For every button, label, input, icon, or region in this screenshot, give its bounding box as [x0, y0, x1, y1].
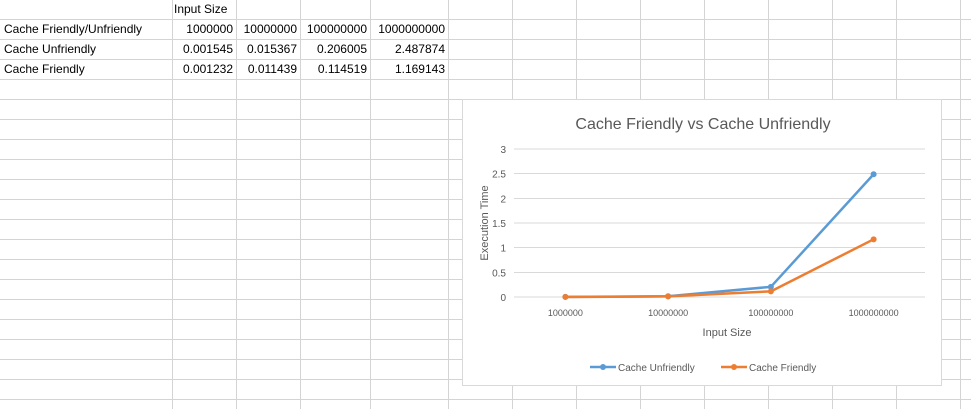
- y-tick-label: 1.5: [492, 219, 506, 230]
- row-label-header[interactable]: Cache Friendly/Unfriendly: [4, 22, 143, 36]
- x-tick-label: 10000000: [648, 308, 688, 318]
- y-tick-label: 2.5: [492, 170, 506, 181]
- row-label-unfriendly[interactable]: Cache Unfriendly: [4, 42, 97, 56]
- legend-label: Cache Friendly: [749, 363, 816, 374]
- data-point: [870, 236, 877, 243]
- data-point: [665, 293, 672, 300]
- friendly-time-cell[interactable]: 0.011439: [247, 62, 297, 76]
- unfriendly-time-cell[interactable]: 0.206005: [316, 42, 367, 56]
- input-size-header[interactable]: Input Size: [174, 2, 228, 16]
- chart-legend: Cache Unfriendly Cache Friendly: [590, 363, 816, 374]
- y-tick-label: 3: [500, 145, 506, 156]
- series-line: [565, 238, 875, 299]
- chart-series: [562, 171, 877, 300]
- series-line: [565, 173, 875, 299]
- x-axis-label: Input Size: [703, 327, 752, 339]
- friendly-time-cell[interactable]: 0.114519: [317, 62, 367, 76]
- input-size-cell[interactable]: 1000000000: [378, 22, 445, 36]
- friendly-time-cell[interactable]: 1.169143: [394, 62, 445, 76]
- x-tick-label: 100000000: [748, 308, 793, 318]
- line-chart[interactable]: Cache Friendly vs Cache Unfriendly 0 0.5 1…: [462, 99, 942, 386]
- x-axis-ticks: 1000000 10000000 100000000 1000000000: [548, 308, 899, 318]
- data-point: [562, 293, 569, 300]
- y-tick-label: 1: [500, 244, 506, 255]
- chart-gridlines: [514, 148, 925, 298]
- row-label-friendly[interactable]: Cache Friendly: [4, 62, 85, 76]
- chart-canvas: Cache Friendly vs Cache Unfriendly 0 0.5 1…: [479, 116, 925, 374]
- legend-marker-point: [731, 364, 737, 370]
- chart-title: Cache Friendly vs Cache Unfriendly: [575, 116, 830, 133]
- x-tick-label: 1000000000: [849, 308, 899, 318]
- legend-marker-point: [600, 364, 606, 370]
- y-tick-label: 0.5: [492, 268, 506, 279]
- data-point: [870, 171, 877, 178]
- legend-label: Cache Unfriendly: [618, 363, 695, 374]
- y-tick-label: 0: [500, 293, 506, 304]
- friendly-time-cell[interactable]: 0.001232: [182, 62, 233, 76]
- data-point: [767, 288, 774, 295]
- x-tick-label: 1000000: [548, 308, 583, 318]
- unfriendly-time-cell[interactable]: 0.001545: [182, 42, 233, 56]
- input-size-cell[interactable]: 10000000: [243, 22, 297, 36]
- unfriendly-time-cell[interactable]: 0.015367: [246, 42, 297, 56]
- input-size-cell[interactable]: 1000000: [186, 22, 233, 36]
- y-tick-label: 2: [500, 194, 506, 205]
- y-axis-label: Execution Time: [479, 185, 491, 260]
- y-axis-ticks: 0 0.5 1 1.5 2 2.5 3: [492, 145, 506, 304]
- data-point: [767, 283, 774, 290]
- unfriendly-time-cell[interactable]: 2.487874: [394, 42, 445, 56]
- input-size-cell[interactable]: 100000000: [306, 22, 367, 36]
